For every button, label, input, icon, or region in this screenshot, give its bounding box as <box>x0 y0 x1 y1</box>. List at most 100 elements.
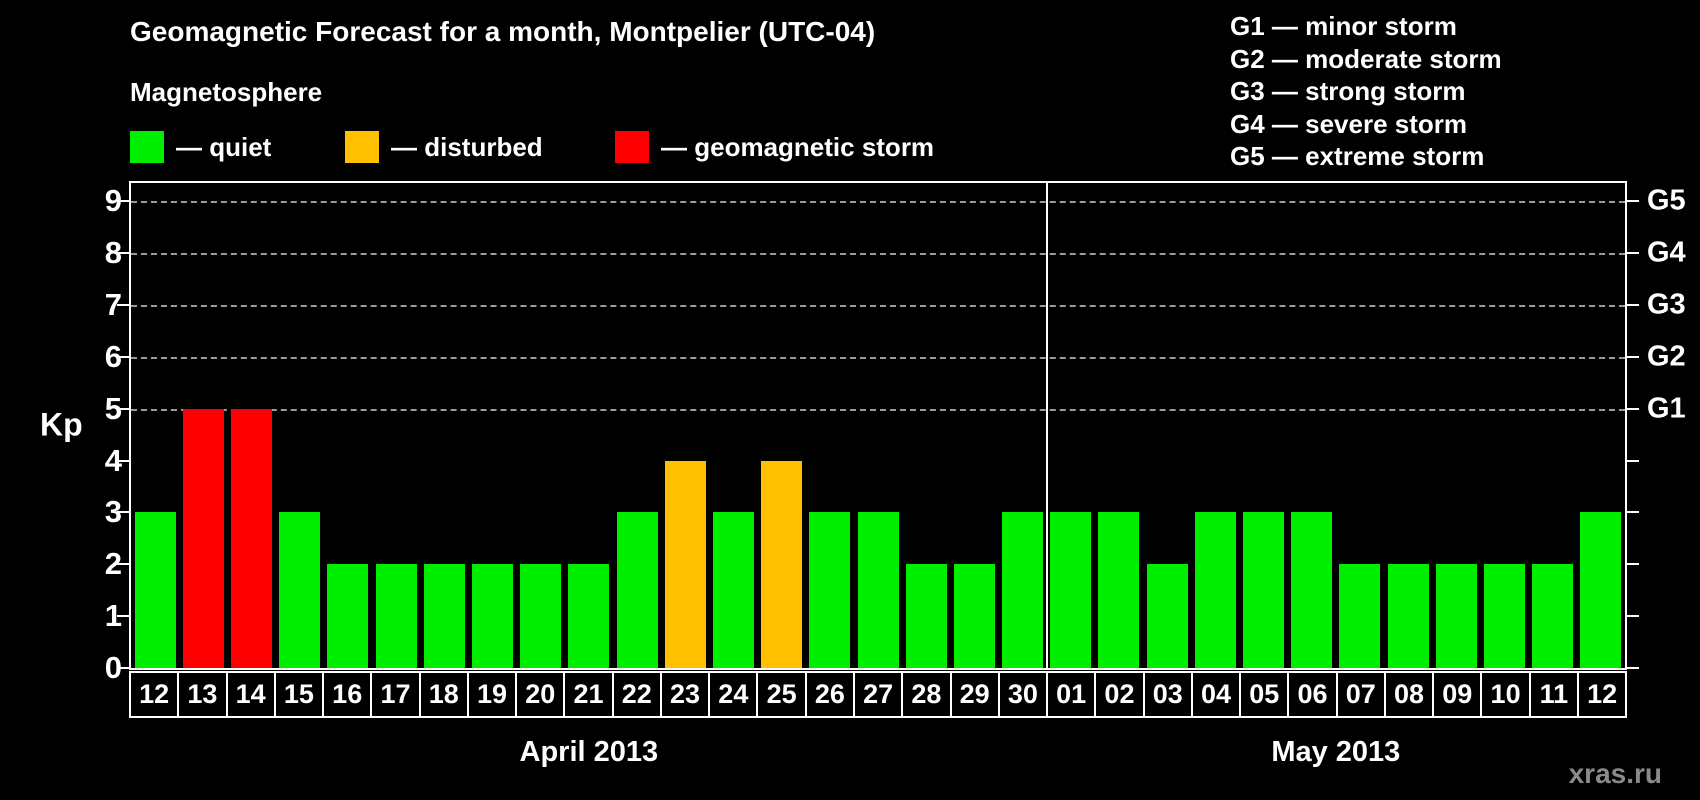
kp-bar-day-25-value-4 <box>761 460 803 668</box>
day-cell-may-04: 04 <box>1193 673 1242 716</box>
g-legend-line-3: G3 — strong storm <box>1230 76 1466 106</box>
watermark: xras.ru <box>1568 758 1662 789</box>
g-axis-label-G4: G4 <box>1647 236 1686 269</box>
right-tick-kp-3 <box>1627 511 1639 514</box>
day-cell-apr-24: 24 <box>710 673 759 716</box>
y-axis-label-8: 8 <box>104 235 122 271</box>
day-cell-apr-27: 27 <box>855 673 904 716</box>
gridline-kp-6 <box>131 356 1625 359</box>
kp-bar-day-22-value-3 <box>616 512 658 668</box>
right-tick-kp-1 <box>1627 615 1639 618</box>
day-cell-apr-28: 28 <box>903 673 952 716</box>
kp-bar-day-09-value-2 <box>1435 564 1477 668</box>
right-tick-kp-2 <box>1627 563 1639 566</box>
gridline-kp-8 <box>131 253 1625 256</box>
left-tick-kp-9 <box>117 200 129 203</box>
kp-bar-day-18-value-2 <box>423 564 465 668</box>
g-axis-label-G3: G3 <box>1647 288 1686 321</box>
kp-bar-day-21-value-2 <box>568 564 610 668</box>
right-tick-kp-0 <box>1627 667 1639 669</box>
day-cell-apr-14: 14 <box>228 673 276 716</box>
kp-bar-day-02-value-3 <box>1098 512 1140 668</box>
y-axis-label-0: 0 <box>104 650 122 685</box>
day-cell-apr-30: 30 <box>1000 673 1049 716</box>
day-cell-may-08: 08 <box>1386 673 1435 716</box>
day-cell-apr-12: 12 <box>131 673 180 716</box>
y-axis-label-5: 5 <box>104 390 122 426</box>
day-cell-apr-23: 23 <box>662 673 711 716</box>
kp-bar-day-10-value-2 <box>1484 564 1526 668</box>
day-cell-may-12: 12 <box>1587 679 1618 709</box>
kp-bar-day-12-value-3 <box>134 512 176 668</box>
kp-bar-day-06-value-3 <box>1291 512 1333 668</box>
storm-color-swatch <box>615 131 649 163</box>
kp-bar-chart-plot-area <box>129 181 1627 670</box>
legend-label-quiet: — quiet <box>176 131 272 162</box>
page-title: Geomagnetic Forecast for a month, Montpe… <box>130 16 876 47</box>
right-tick-kp-9 <box>1627 200 1639 203</box>
gridline-kp-7 <box>131 304 1625 307</box>
kp-bar-day-15-value-3 <box>279 512 321 668</box>
g-legend-line-5: G5 — extreme storm <box>1230 141 1485 171</box>
kp-bar-day-01-value-3 <box>1050 512 1092 668</box>
left-tick-kp-1 <box>117 615 129 618</box>
kp-bar-day-30-value-3 <box>1002 512 1044 668</box>
gridline-kp-9 <box>131 201 1625 204</box>
kp-bar-day-12-value-3 <box>1580 512 1622 668</box>
left-tick-kp-4 <box>117 459 129 462</box>
kp-bar-day-03-value-2 <box>1146 564 1188 668</box>
kp-bar-day-29-value-2 <box>953 564 995 668</box>
day-cell-apr-22: 22 <box>614 673 662 716</box>
kp-bar-day-24-value-3 <box>712 512 754 668</box>
kp-bar-day-11-value-2 <box>1532 564 1574 668</box>
day-cell-apr-15: 15 <box>276 673 325 716</box>
month-separator-line <box>1045 183 1048 668</box>
right-tick-kp-5 <box>1627 407 1639 410</box>
day-cell-may-10: 10 <box>1482 673 1531 716</box>
kp-bar-day-27-value-3 <box>857 512 899 668</box>
day-cell-apr-29: 29 <box>952 673 1000 716</box>
g-axis-label-G5: G5 <box>1647 184 1686 217</box>
day-cell-may-02: 02 <box>1096 673 1145 716</box>
right-tick-kp-6 <box>1627 355 1639 358</box>
kp-bar-day-16-value-2 <box>327 564 369 668</box>
legend-label-disturbed: — disturbed <box>391 131 543 162</box>
day-cell-may-07: 07 <box>1338 673 1386 716</box>
y-axis-label-7: 7 <box>104 286 122 322</box>
legend-item-quiet: — quiet <box>130 129 271 165</box>
g-axis-label-G2: G2 <box>1647 340 1686 373</box>
month-label-may: May 2013 <box>1271 736 1401 768</box>
y-axis-label-6: 6 <box>104 338 122 374</box>
day-cell-may-03: 03 <box>1145 673 1193 716</box>
kp-bar-day-26-value-3 <box>809 512 851 668</box>
day-cell-apr-21: 21 <box>565 673 614 716</box>
kp-bar-day-07-value-2 <box>1339 564 1381 668</box>
right-tick-kp-7 <box>1627 303 1639 306</box>
left-tick-kp-5 <box>117 407 129 410</box>
day-cell-may-11: 11 <box>1531 673 1579 716</box>
day-cell-may-09: 09 <box>1434 673 1483 716</box>
right-tick-kp-4 <box>1627 459 1639 462</box>
kp-bar-day-17-value-2 <box>375 564 417 668</box>
disturbed-color-swatch <box>345 131 379 163</box>
y-axis-label-9: 9 <box>104 183 122 219</box>
y-axis-title: Kp <box>40 406 83 443</box>
left-tick-kp-6 <box>117 355 129 358</box>
month-label-april: April 2013 <box>519 736 659 768</box>
day-cell-may-05: 05 <box>1241 673 1290 716</box>
kp-bar-day-04-value-3 <box>1194 512 1236 668</box>
kp-bar-day-05-value-3 <box>1243 512 1285 668</box>
day-cell-apr-13: 13 <box>179 673 228 716</box>
kp-bar-day-20-value-2 <box>520 564 562 668</box>
kp-bar-day-13-value-5 <box>182 408 224 668</box>
g-legend-line-1: G1 — minor storm <box>1230 11 1457 41</box>
day-cell-apr-16: 16 <box>324 673 373 716</box>
kp-bar-day-14-value-5 <box>230 408 272 668</box>
gridline-kp-5 <box>131 408 1625 411</box>
y-axis-label-1: 1 <box>104 598 122 634</box>
kp-bar-day-23-value-4 <box>664 460 706 668</box>
day-cell-apr-25: 25 <box>758 673 807 716</box>
day-cell-apr-20: 20 <box>517 673 566 716</box>
legend-label-storm: — geomagnetic storm <box>661 131 935 162</box>
right-tick-kp-8 <box>1627 252 1639 255</box>
